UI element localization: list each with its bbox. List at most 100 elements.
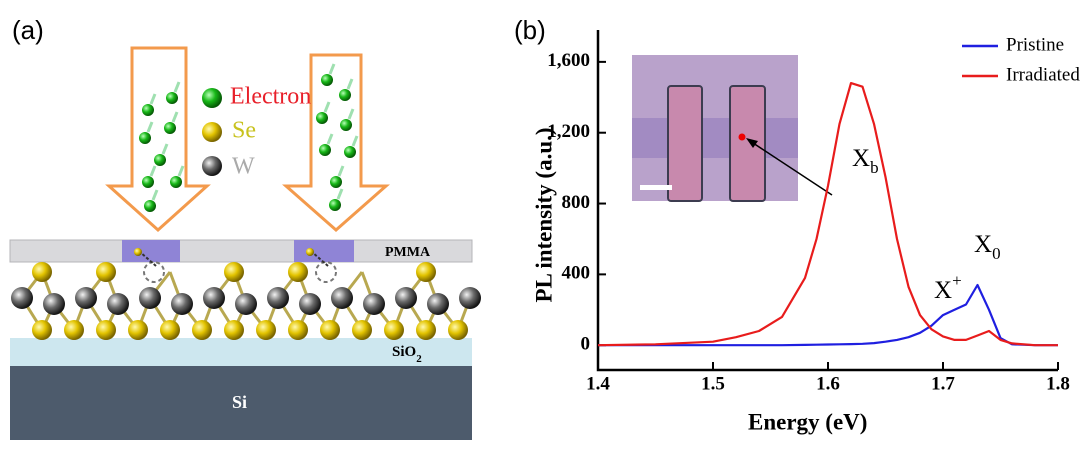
se-atom [32,262,52,282]
beam-arrow [282,53,390,232]
label-sub: 2 [416,353,422,365]
se-atom [448,320,468,340]
flake [632,118,798,158]
electron [339,89,351,101]
x-tick-label: 1.8 [1046,373,1070,394]
annotation: X0 [974,231,1001,264]
vacancy-arrow [139,251,157,267]
electron [319,144,331,156]
annotation-text: X [852,145,870,172]
y-tick-label: 800 [562,192,591,213]
electron-trail [149,165,157,177]
electrode [729,85,766,202]
w-atom [11,287,33,309]
legend-sphere [202,88,222,108]
se-atom [224,320,244,340]
layer-label: Si [232,392,247,412]
legend-label: Pristine [1006,34,1064,55]
se-atom [96,262,116,282]
electron [170,176,182,188]
se-atom [288,320,308,340]
se-atom [416,262,436,282]
w-atom [427,293,449,315]
se-atom [384,320,404,340]
w-atom [107,293,129,315]
legend-label: Irradiated [1006,64,1080,85]
se-atom [96,320,116,340]
w-atom [267,287,289,309]
w-atom [75,287,97,309]
electron-trail [151,189,159,201]
exposed-region [294,240,354,262]
electron-trail [336,188,344,200]
se-atom [64,320,84,340]
exposed-region [122,240,180,262]
electron-trail [149,93,157,105]
electron-trail [161,143,169,155]
w-atom [43,293,65,315]
electron-trail [337,165,345,177]
annotation-sub: b [870,158,879,177]
w-atom [363,293,385,315]
electron-trail [347,108,355,120]
se-atom [320,320,340,340]
electron-trail [177,165,185,177]
spot [738,133,746,141]
y-tick-label: 1,200 [547,121,590,142]
x-tick-label: 1.7 [931,373,955,394]
w-atom [235,293,257,315]
electron [321,74,333,86]
schematic: PMMA SiO2 Si Electron Se W [9,46,481,440]
electron [142,104,154,116]
panel-label: (a) [12,15,44,45]
w-atom [203,287,225,309]
panel-label: (b) [514,15,546,45]
x-tick-label: 1.4 [586,373,610,394]
se-atom [224,262,244,282]
electron [344,146,356,158]
electron [142,176,154,188]
x-tick-label: 1.5 [701,373,725,394]
substrate [10,366,472,440]
se-atom [160,320,180,340]
layer-label: PMMA [385,245,431,260]
electron [154,154,166,166]
se-atom [416,320,436,340]
y-tick-label: 0 [581,334,591,355]
electron-trail [326,133,334,145]
annotation: Xb [852,145,879,178]
electron [144,200,156,212]
scale-bar [640,185,672,190]
electron-trail [323,101,331,113]
electron-trail [351,135,359,147]
w-atom [331,287,353,309]
se-atom [32,320,52,340]
electron [329,199,341,211]
inset-image [632,55,833,202]
w-atom [459,287,481,309]
legend-sphere [202,122,222,142]
se-atom [352,320,372,340]
vacancy-arrow [311,251,329,267]
axis-frame [596,30,1058,372]
x-tick-label: 1.6 [816,373,840,394]
y-axis-label: PL intensity (a.u.) [531,127,556,302]
electron-trail [146,121,154,133]
legend-sphere [202,156,222,176]
beam-arrow [105,46,211,233]
electron [340,119,352,131]
electron [330,176,342,188]
legend-label: Se [232,118,256,144]
w-atom [299,293,321,315]
electron [316,112,328,124]
annotation: X+ [934,271,962,303]
electron-trail [171,111,179,123]
se-atom [192,320,212,340]
legend-label: W [232,154,255,180]
y-tick-label: 1,600 [547,50,590,71]
label-text: SiO [392,344,416,360]
pointer-head [746,138,758,148]
annotation-sup: + [952,271,962,290]
electron-trail [346,78,354,90]
